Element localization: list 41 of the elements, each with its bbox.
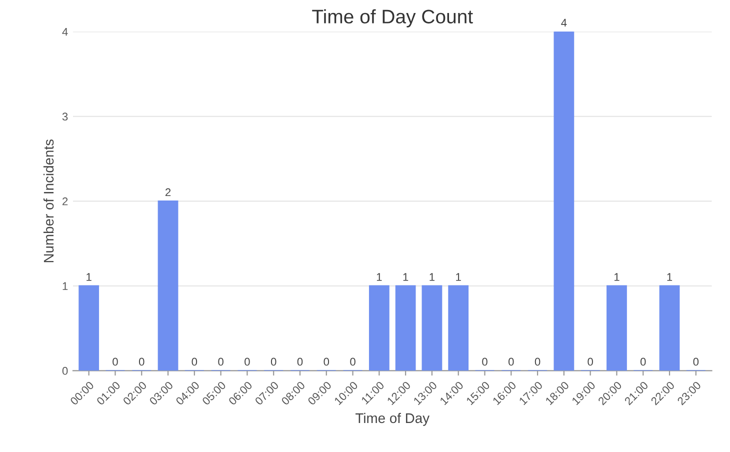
data-label: 1 — [403, 273, 408, 281]
data-label: 1 — [86, 273, 92, 281]
bar — [158, 200, 178, 371]
bar — [78, 285, 100, 371]
data-label: 0 — [588, 358, 593, 366]
bar — [395, 285, 416, 371]
data-label: 0 — [297, 358, 303, 366]
data-label: 0 — [192, 358, 198, 366]
data-label: 4 — [561, 18, 567, 27]
data-label: 0 — [482, 358, 488, 366]
bar — [659, 285, 680, 371]
data-label: 0 — [112, 358, 118, 366]
data-label: 0 — [508, 358, 514, 366]
y-axis-title: Number of Incidents — [43, 139, 54, 262]
bar — [448, 285, 469, 371]
bar — [368, 285, 390, 371]
data-label: 0 — [138, 358, 144, 366]
data-label: 0 — [244, 358, 250, 366]
data-label: 0 — [218, 358, 224, 366]
data-label: 1 — [614, 273, 620, 281]
y-tick-label: 4 — [62, 28, 68, 36]
data-label: 0 — [693, 358, 699, 366]
data-label: 0 — [324, 358, 330, 366]
y-tick-label: 3 — [62, 112, 68, 121]
chart-title: Time of Day Count — [312, 9, 473, 28]
data-label: 1 — [430, 273, 435, 281]
y-tick-label: 2 — [62, 197, 68, 206]
data-label: 0 — [350, 358, 356, 366]
y-tick-label: 1 — [62, 282, 68, 290]
data-label: 0 — [270, 358, 276, 366]
data-label: 2 — [165, 188, 171, 196]
data-label: 1 — [667, 273, 672, 281]
bar — [554, 32, 574, 371]
y-tick-label: 0 — [62, 366, 68, 375]
data-label: 0 — [640, 358, 646, 366]
bar — [422, 285, 442, 371]
data-label: 1 — [456, 273, 461, 281]
x-axis-title: Time of Day — [356, 412, 430, 426]
data-label: 1 — [376, 273, 382, 281]
bar — [606, 285, 627, 371]
data-label: 0 — [534, 358, 540, 366]
